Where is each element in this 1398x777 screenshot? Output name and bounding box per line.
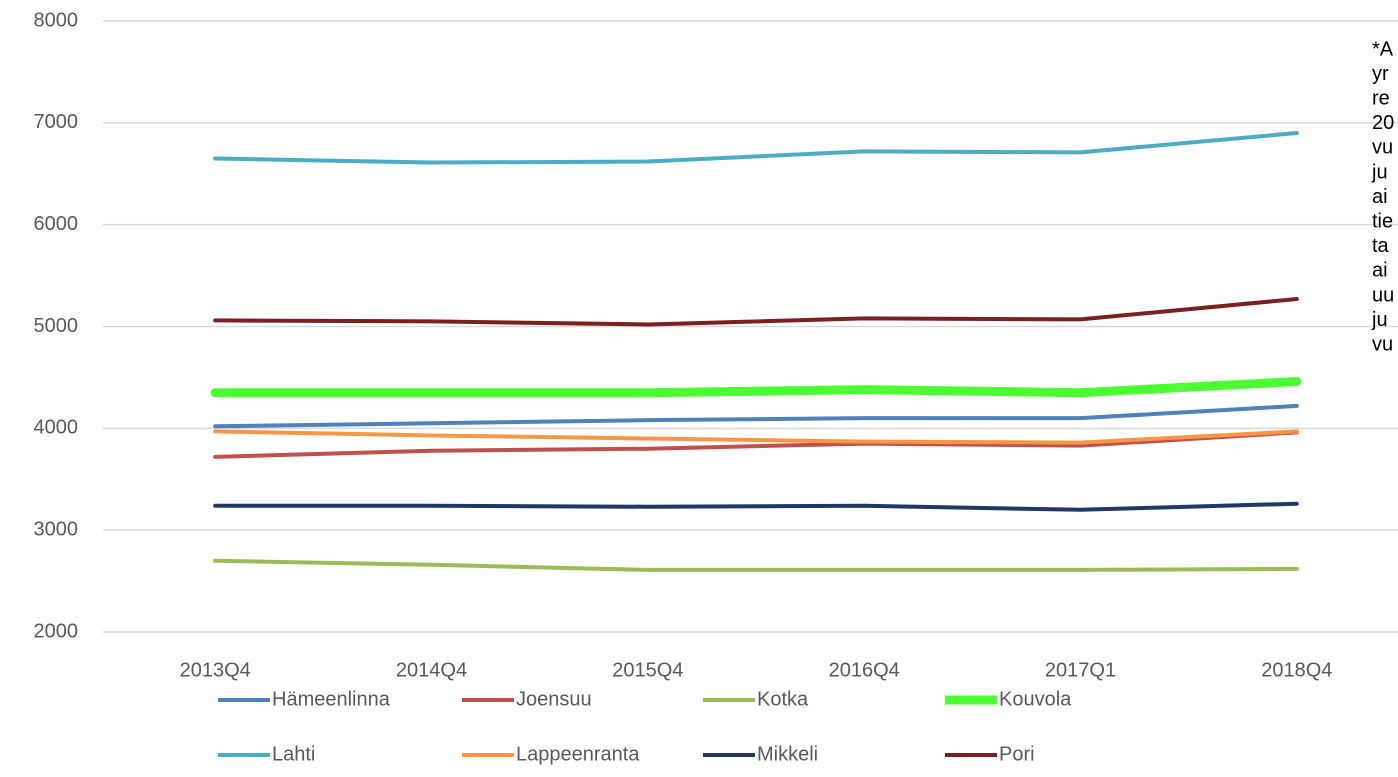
y-tick-label: 8000 [34,9,79,31]
x-tick-label: 2017Q1 [1045,659,1116,681]
legend-label: Joensuu [516,688,592,710]
annotation-line: ju [1371,309,1388,331]
legend-label: Kotka [757,688,809,710]
series-line [213,501,1299,512]
annotation-line: uu [1372,284,1394,306]
x-tick-label: 2013Q4 [180,659,251,681]
series-line [213,558,1299,572]
series-line [213,131,1299,165]
x-tick-label: 2016Q4 [829,659,900,681]
x-tick-label: 2014Q4 [396,659,467,681]
annotation-line: re [1372,87,1390,109]
y-tick-label: 7000 [34,111,79,133]
y-tick-label: 3000 [34,518,79,540]
annotation-line: ai [1372,186,1388,208]
legend-label: Lappeenranta [516,743,640,765]
annotation-line: ju [1371,161,1388,183]
annotation-line: vu [1372,333,1393,355]
y-tick-label: 6000 [34,213,79,235]
series-line [213,430,1299,459]
x-tick-label: 2015Q4 [612,659,683,681]
annotation-line: *A [1372,38,1394,60]
annotation-line: ta [1372,235,1390,257]
annotation-line: tie [1372,210,1393,232]
series-line [213,297,1299,327]
legend-label: Hämeenlinna [272,688,391,710]
legend-label: Lahti [272,743,315,765]
y-tick-label: 5000 [34,315,79,337]
legend-label: Mikkeli [757,743,818,765]
legend-label: Kouvola [999,688,1072,710]
series-line [213,429,1299,445]
annotation-line: 20 [1372,112,1394,134]
annotation-line: vu [1372,137,1393,159]
series-line [213,403,1299,429]
series-line [210,376,1302,398]
annotation-line: yr [1372,63,1389,85]
x-tick-label: 2018Q4 [1261,659,1332,681]
y-tick-label: 4000 [34,417,79,439]
y-tick-label: 2000 [34,620,79,642]
legend-label: Pori [999,743,1035,765]
annotation-line: ai [1372,260,1388,282]
